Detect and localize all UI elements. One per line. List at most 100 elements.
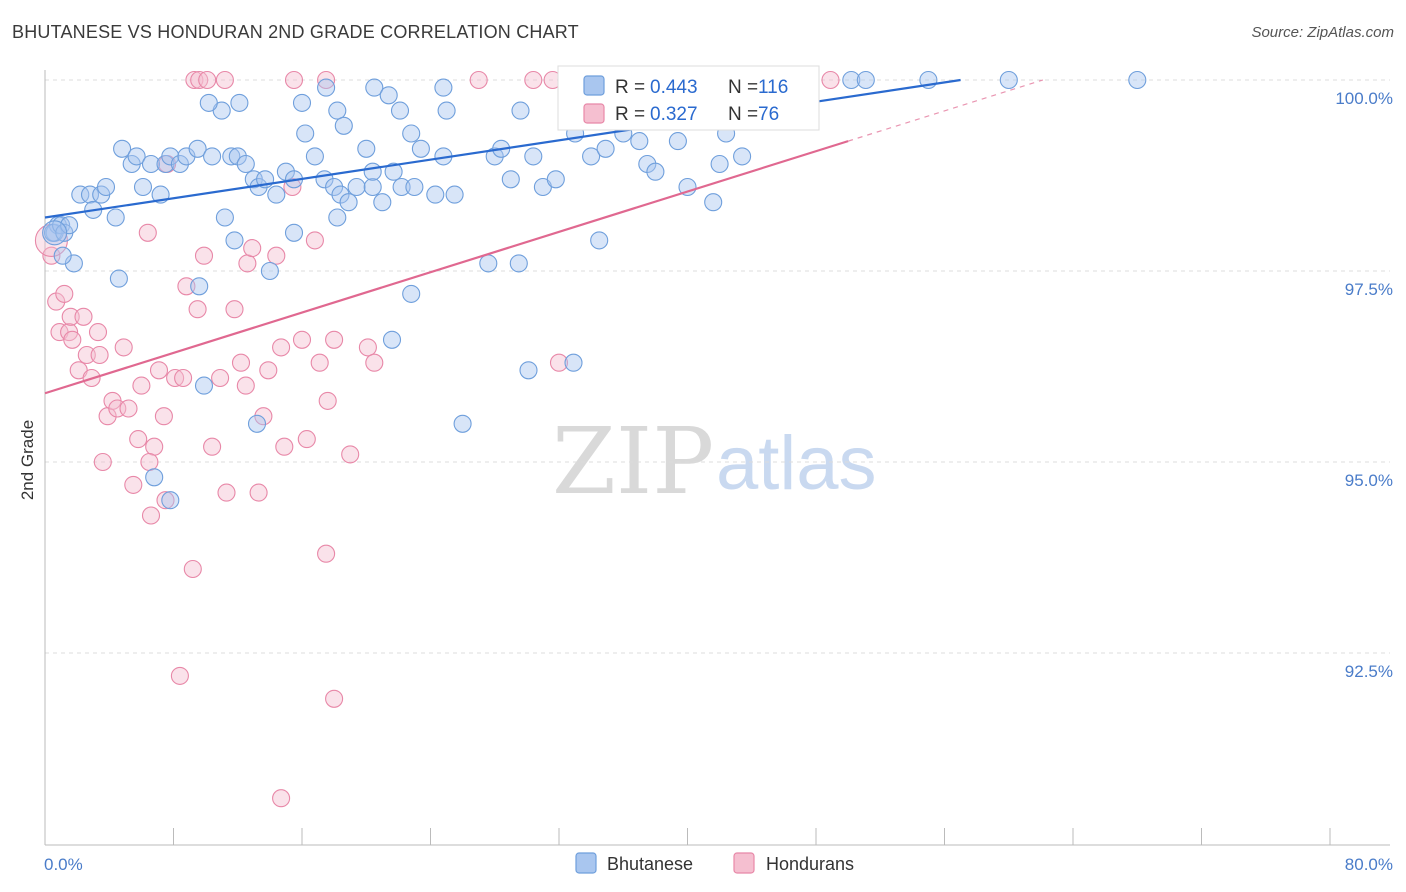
hondurans-point [317, 70, 336, 90]
hondurans-point [272, 338, 291, 357]
hondurans-point [341, 445, 360, 464]
bhutanese-point [1128, 70, 1147, 90]
bhutanese-point [437, 101, 456, 120]
hondurans-point [198, 70, 217, 90]
legend-blue-r-value: 0.443 [650, 77, 698, 98]
legend-pink-r-value: 0.327 [650, 104, 698, 125]
bhutanese-point [161, 491, 180, 510]
hondurans-point [317, 544, 336, 563]
y-tick-labels: 92.5% 95.0% 97.5% 100.0% [1335, 89, 1393, 681]
hondurans-point [231, 353, 251, 372]
hondurans-trend-line [44, 140, 849, 395]
bhutanese-point [842, 70, 861, 90]
hondurans-point [365, 353, 384, 372]
hondurans-point [183, 559, 202, 579]
hondurans-point [138, 223, 157, 242]
hondurans-point [93, 452, 112, 472]
bhutanese-point [582, 147, 601, 166]
bhutanese-point [445, 185, 464, 204]
bhutanese-point [284, 223, 304, 242]
y-tick-label: 95.0% [1345, 471, 1393, 490]
legend-pink-n-value: 76 [758, 104, 779, 125]
bhutanese-point [188, 139, 207, 158]
hondurans-point [90, 345, 109, 365]
hondurans-point [55, 284, 74, 303]
hondurans-point [215, 70, 234, 90]
bhutanese-point [999, 70, 1018, 90]
bhutanese-point [511, 101, 530, 120]
hondurans-point [358, 338, 377, 357]
bhutanese-point [392, 177, 411, 197]
hondurans-point [203, 437, 222, 456]
bhutanese-point [479, 254, 498, 273]
bhutanese-point [96, 177, 116, 197]
series-legend-hondurans-label: Hondurans [766, 854, 854, 874]
bhutanese-point [170, 154, 189, 174]
bhutanese-point [630, 132, 649, 151]
bhutanese-point [305, 147, 324, 166]
chart-source: Source: ZipAtlas.com [1251, 24, 1394, 41]
y-tick-label: 92.5% [1345, 662, 1393, 681]
bhutanese-point [668, 132, 687, 151]
hondurans-point [88, 323, 108, 342]
bhutanese-point [60, 216, 79, 235]
hondurans-trend-extension [847, 79, 1044, 142]
y-axis-title: 2nd Grade [18, 420, 37, 500]
legend-pink-n-label: N = [728, 104, 758, 125]
series-legend: Bhutanese Hondurans [575, 852, 854, 874]
hondurans-point [549, 353, 569, 372]
hondurans-point [469, 70, 488, 90]
y-tick-label: 97.5% [1345, 280, 1393, 299]
hondurans-point [217, 483, 236, 502]
trend-lines [44, 78, 1044, 395]
hondurans-point [63, 330, 82, 349]
bhutanese-cluster-point [42, 220, 68, 246]
bhutanese-point [384, 162, 403, 181]
hondurans-point [188, 300, 207, 319]
hondurans-point [145, 437, 164, 456]
bhutanese-point [230, 93, 249, 112]
bhutanese-point [519, 361, 538, 380]
bhutanese-point [292, 93, 312, 112]
bhutanese-point [363, 177, 382, 197]
bhutanese-point [317, 78, 336, 97]
bhutanese-point [190, 277, 209, 296]
hondurans-point [211, 368, 230, 388]
hondurans-point [318, 391, 337, 410]
bhutanese-point [141, 154, 161, 174]
hondurans-point [249, 483, 268, 502]
bhutanese-point [215, 208, 234, 227]
bhutanese-point [390, 101, 410, 120]
hondurans-point [154, 407, 173, 426]
x-tick-label-max: 80.0% [1345, 855, 1393, 874]
hondurans-point [254, 407, 273, 426]
legend-blue-n-label: N = [728, 77, 758, 98]
bhutanese-point [225, 231, 244, 250]
bhutanese-point [325, 177, 344, 197]
bhutanese-point [113, 139, 132, 158]
hondurans-point [310, 353, 329, 372]
legend-pink-swatch [583, 103, 605, 124]
legend-blue-r-label: R = [615, 77, 645, 98]
series-legend-hondurans-swatch [733, 852, 755, 874]
x-tick-label-min: 0.0% [44, 855, 83, 874]
hondurans-point [225, 300, 244, 319]
bhutanese-points [42, 70, 1147, 510]
legend-blue-swatch [583, 75, 605, 96]
bhutanese-point [704, 193, 723, 212]
bhutanese-point [546, 170, 565, 189]
bhutanese-point [509, 254, 528, 273]
bhutanese-point [161, 147, 180, 166]
bhutanese-point [379, 86, 398, 105]
hondurans-point [74, 307, 93, 326]
hondurans-point [61, 307, 80, 326]
legend-pink-r-label: R = [615, 104, 645, 125]
bhutanese-point [564, 353, 583, 372]
bhutanese-point [646, 162, 665, 181]
bhutanese-point [426, 185, 445, 204]
bhutanese-point [203, 147, 222, 166]
hondurans-point [259, 361, 278, 380]
watermark-atlas: atlas [716, 421, 877, 506]
bhutanese-point [53, 246, 72, 265]
